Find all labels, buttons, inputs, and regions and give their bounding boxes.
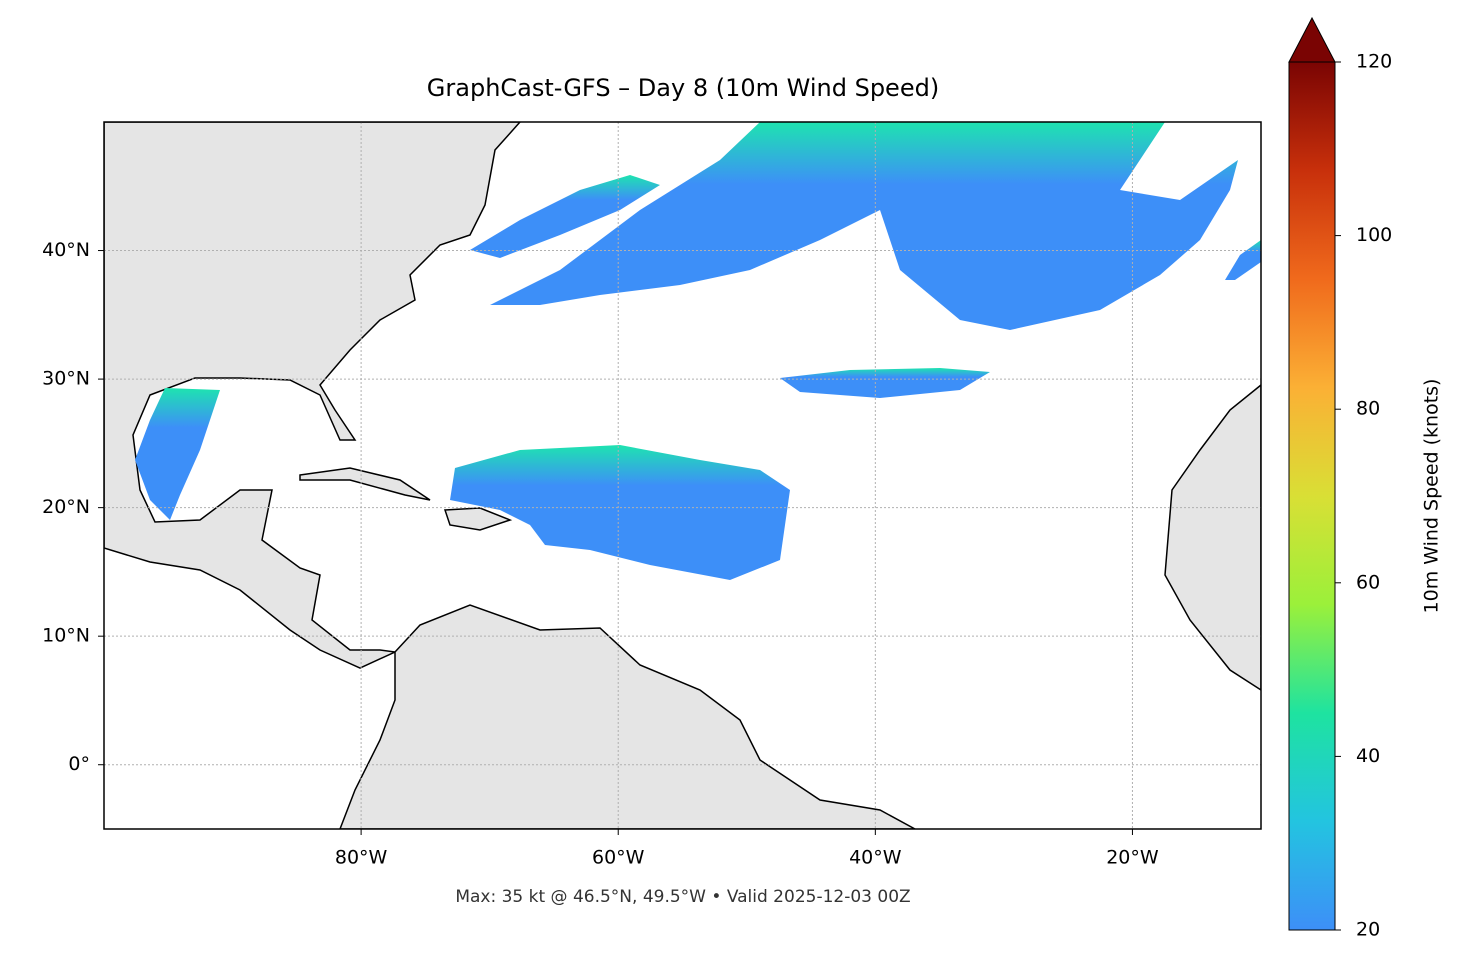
wind-nova-scotia (470, 175, 660, 258)
colorbar-extend (1288, 16, 1336, 63)
chart-title: GraphCast-GFS – Day 8 (10m Wind Speed) (427, 74, 939, 102)
colorbar-tick-label: 40 (1356, 745, 1380, 767)
footnote: Max: 35 kt @ 46.5°N, 49.5°W • Valid 2025… (455, 887, 910, 907)
x-tick-label: 40°W (849, 847, 902, 869)
colorbar (1288, 61, 1336, 931)
south-america (339, 604, 916, 829)
y-tick-label: 30°N (42, 368, 90, 390)
africa (1164, 384, 1261, 691)
colorbar-tick-label: 20 (1356, 919, 1380, 941)
colorbar-tick-label: 120 (1356, 51, 1392, 73)
map (104, 122, 1261, 829)
colorbar-label: 10m Wind Speed (knots) (1421, 379, 1443, 614)
y-tick-label: 20°N (42, 496, 90, 518)
wind-caribbean (450, 445, 790, 580)
y-tick-label: 40°N (42, 239, 90, 261)
hispaniola (443, 507, 513, 531)
cuba (299, 467, 431, 501)
colorbar-tick-label: 80 (1356, 398, 1380, 420)
wind-east (1225, 240, 1261, 280)
x-tick-label: 60°W (592, 847, 645, 869)
colorbar-tick-label: 100 (1356, 224, 1392, 246)
y-tick-label: 0° (68, 753, 90, 775)
x-tick-label: 20°W (1106, 847, 1159, 869)
colorbar-tick-label: 60 (1356, 571, 1380, 593)
wind-north (490, 122, 1238, 330)
x-tick-label: 80°W (335, 847, 388, 869)
wind-gulf (135, 388, 220, 520)
y-tick-label: 10°N (42, 625, 90, 647)
wind-subtropical (780, 368, 990, 398)
map-frame (103, 121, 1262, 830)
